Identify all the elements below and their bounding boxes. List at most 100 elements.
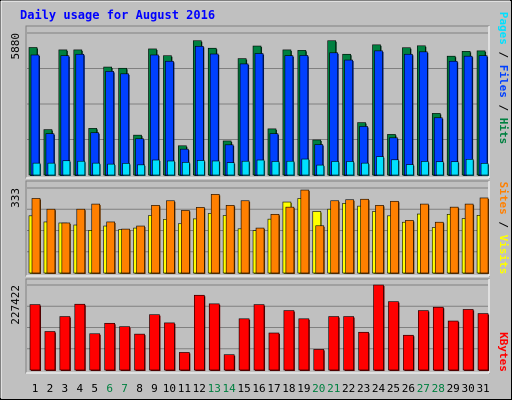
- bar-pages-day-12: [196, 160, 205, 176]
- bar-pages-day-18: [286, 160, 295, 176]
- bar-pages-day-4: [77, 160, 86, 176]
- bar-pages-day-31: [480, 163, 489, 176]
- bar-kbytes-day-6: [104, 322, 115, 371]
- bar-pages-day-13: [211, 160, 220, 176]
- bar-files-day-26: [404, 53, 413, 176]
- x-tick-label-day-21: 21: [327, 382, 340, 395]
- x-tick-label-day-16: 16: [252, 382, 265, 395]
- bar-sites-day-29: [449, 206, 459, 274]
- bar-sites-day-25: [390, 200, 399, 274]
- bar-files-day-18: [284, 55, 294, 176]
- bar-sites-day-27: [420, 203, 429, 274]
- bar-kbytes-day-20: [313, 349, 325, 371]
- ylabel-sites-visits-part: Visits: [497, 235, 510, 275]
- bar-sites-day-22: [345, 199, 354, 274]
- x-tick-label-day-6: 6: [106, 382, 113, 395]
- bar-pages-day-15: [241, 160, 250, 176]
- bar-files-day-30: [463, 55, 473, 176]
- bar-sites-day-20: [315, 225, 325, 274]
- bar-files-day-19: [299, 55, 309, 176]
- bar-files-day-12: [194, 45, 204, 176]
- bar-kbytes-day-7: [119, 326, 130, 371]
- bar-pages-day-24: [376, 156, 384, 176]
- x-tick-label-day-14: 14: [223, 382, 237, 395]
- ylabel-hits-files-pages-part: Hits: [497, 118, 510, 145]
- ylabel-hits-files-pages-separator: /: [497, 45, 510, 65]
- bar-kbytes-day-17: [268, 332, 280, 371]
- bar-pages-day-7: [122, 163, 130, 176]
- bar-pages-day-19: [301, 158, 310, 176]
- ylabel-kbytes: KBytes: [497, 332, 510, 372]
- bar-sites-day-6: [106, 221, 115, 274]
- bar-sites-day-18: [285, 206, 295, 274]
- ylabel-hits-files-pages-part: Files: [497, 65, 510, 98]
- bar-kbytes-day-23: [358, 331, 369, 371]
- bar-files-day-21: [329, 52, 339, 176]
- bar-pages-day-9: [152, 159, 160, 176]
- x-tick-label-day-4: 4: [76, 382, 83, 395]
- x-tick-label-day-22: 22: [342, 382, 355, 395]
- x-tick-label-day-11: 11: [178, 382, 191, 395]
- ylabel-hits-files-pages-part: Pages: [497, 12, 510, 45]
- bar-kbytes-day-25: [388, 301, 399, 371]
- bar-files-day-13: [209, 53, 219, 176]
- bar-sites-day-30: [464, 203, 474, 274]
- bar-kbytes-day-8: [134, 333, 145, 371]
- x-tick-label-day-26: 26: [402, 382, 415, 395]
- x-tick-label-day-18: 18: [282, 382, 295, 395]
- bar-kbytes-day-22: [343, 316, 354, 371]
- bar-sites-day-7: [121, 228, 130, 274]
- x-tick-label-day-20: 20: [312, 382, 325, 395]
- bar-sites-day-9: [151, 205, 160, 274]
- x-tick-label-day-10: 10: [163, 382, 176, 395]
- x-tick-label-day-8: 8: [136, 382, 143, 395]
- bar-sites-day-28: [434, 221, 444, 274]
- bar-pages-day-16: [256, 159, 265, 176]
- bar-kbytes-day-10: [164, 322, 175, 371]
- bar-kbytes-day-15: [238, 318, 250, 371]
- bar-sites-day-8: [136, 225, 145, 274]
- ylabel-hits-files-pages: Pages / Files / Hits: [497, 12, 510, 145]
- ylabel-kbytes-part: KBytes: [497, 332, 510, 372]
- bar-sites-day-16: [255, 227, 265, 274]
- bar-files-day-10: [165, 60, 174, 176]
- bar-kbytes-day-29: [447, 320, 459, 371]
- bar-pages-day-28: [435, 161, 444, 176]
- ylabel-hits-files-pages-separator: /: [497, 98, 510, 118]
- x-tick-label-day-13: 13: [208, 382, 221, 395]
- bar-files-day-9: [150, 54, 159, 176]
- bar-pages-day-1: [32, 162, 41, 176]
- bar-pages-day-2: [47, 162, 56, 176]
- ymax-label-sites-visits: 333: [9, 188, 22, 208]
- bar-pages-day-26: [406, 164, 414, 176]
- x-tick-label-day-7: 7: [121, 382, 128, 395]
- bar-kbytes-day-31: [477, 313, 489, 371]
- bar-sites-day-17: [270, 213, 280, 274]
- bar-sites-day-5: [91, 203, 101, 274]
- bar-pages-day-29: [450, 161, 459, 176]
- x-tick-label-day-19: 19: [297, 382, 310, 395]
- bar-files-day-7: [120, 73, 129, 176]
- bar-kbytes-day-30: [462, 309, 474, 371]
- chart-title: Daily usage for August 2016: [20, 8, 215, 22]
- bar-pages-day-23: [361, 162, 369, 176]
- bar-pages-day-6: [107, 163, 115, 176]
- bar-kbytes-day-5: [89, 333, 101, 371]
- x-tick-label-day-15: 15: [237, 382, 250, 395]
- bar-kbytes-day-4: [74, 303, 86, 371]
- bar-pages-day-20: [316, 164, 325, 176]
- x-tick-label-day-30: 30: [462, 382, 475, 395]
- bar-files-day-1: [30, 54, 40, 176]
- x-tick-label-day-3: 3: [62, 382, 69, 395]
- x-tick-label-day-2: 2: [47, 382, 54, 395]
- bar-kbytes-day-9: [149, 314, 160, 371]
- bar-sites-day-19: [300, 189, 310, 274]
- x-tick-label-day-29: 29: [447, 382, 460, 395]
- bar-kbytes-day-1: [29, 304, 41, 371]
- bar-pages-day-5: [92, 162, 101, 176]
- x-tick-label-day-25: 25: [387, 382, 400, 395]
- bar-sites-day-11: [181, 210, 190, 274]
- x-tick-label-day-5: 5: [91, 382, 98, 395]
- bar-sites-day-31: [479, 197, 489, 274]
- bar-pages-day-27: [421, 161, 429, 176]
